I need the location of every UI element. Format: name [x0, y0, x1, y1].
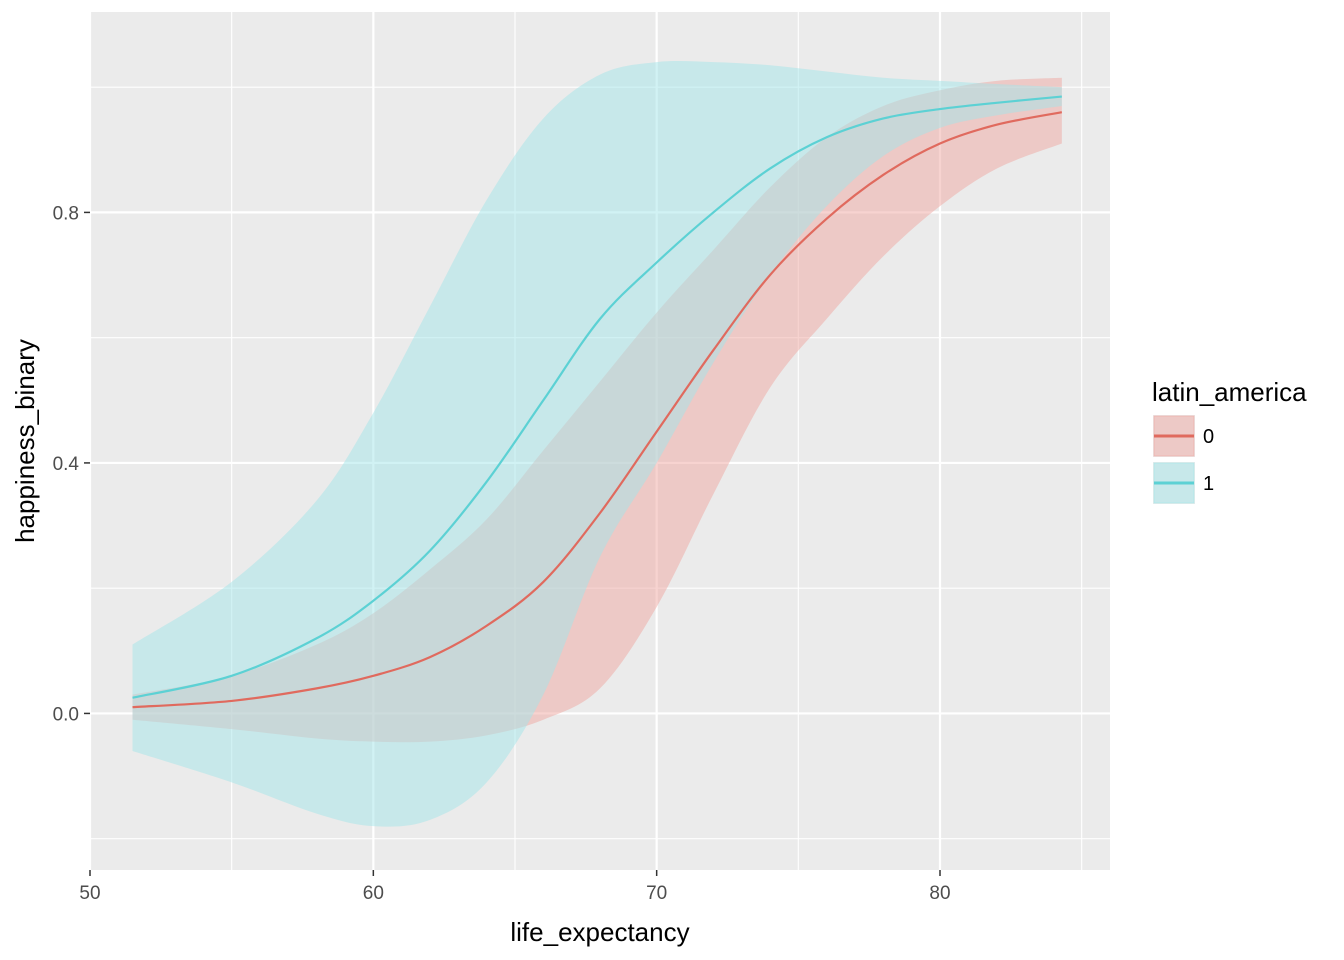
y-tick-label: 0.8	[53, 203, 79, 224]
confidence-ribbons	[132, 61, 1062, 827]
legend-label-0: 0	[1203, 426, 1214, 448]
legend-label-1: 1	[1203, 473, 1214, 495]
legend: latin_america 01	[1152, 377, 1307, 504]
y-axis-title: happiness_binary	[10, 339, 40, 543]
legend-title: latin_america	[1152, 377, 1307, 407]
axes: 50 60 70 80 0.0 0.4 0.8	[53, 203, 951, 904]
y-tick-label: 0.4	[53, 454, 80, 475]
x-tick-label: 70	[646, 883, 667, 904]
x-axis-title: life_expectancy	[510, 917, 689, 947]
line-series-1	[132, 95, 1062, 699]
ribbon-series-1	[132, 61, 1062, 827]
x-tick-label: 80	[929, 883, 950, 904]
legend-keys: 01	[1153, 415, 1214, 504]
series-lines	[132, 95, 1063, 709]
line-series-0	[132, 111, 1063, 709]
y-tick-label: 0.0	[53, 704, 79, 725]
x-tick-label: 60	[363, 883, 384, 904]
x-tick-label: 50	[79, 883, 100, 904]
